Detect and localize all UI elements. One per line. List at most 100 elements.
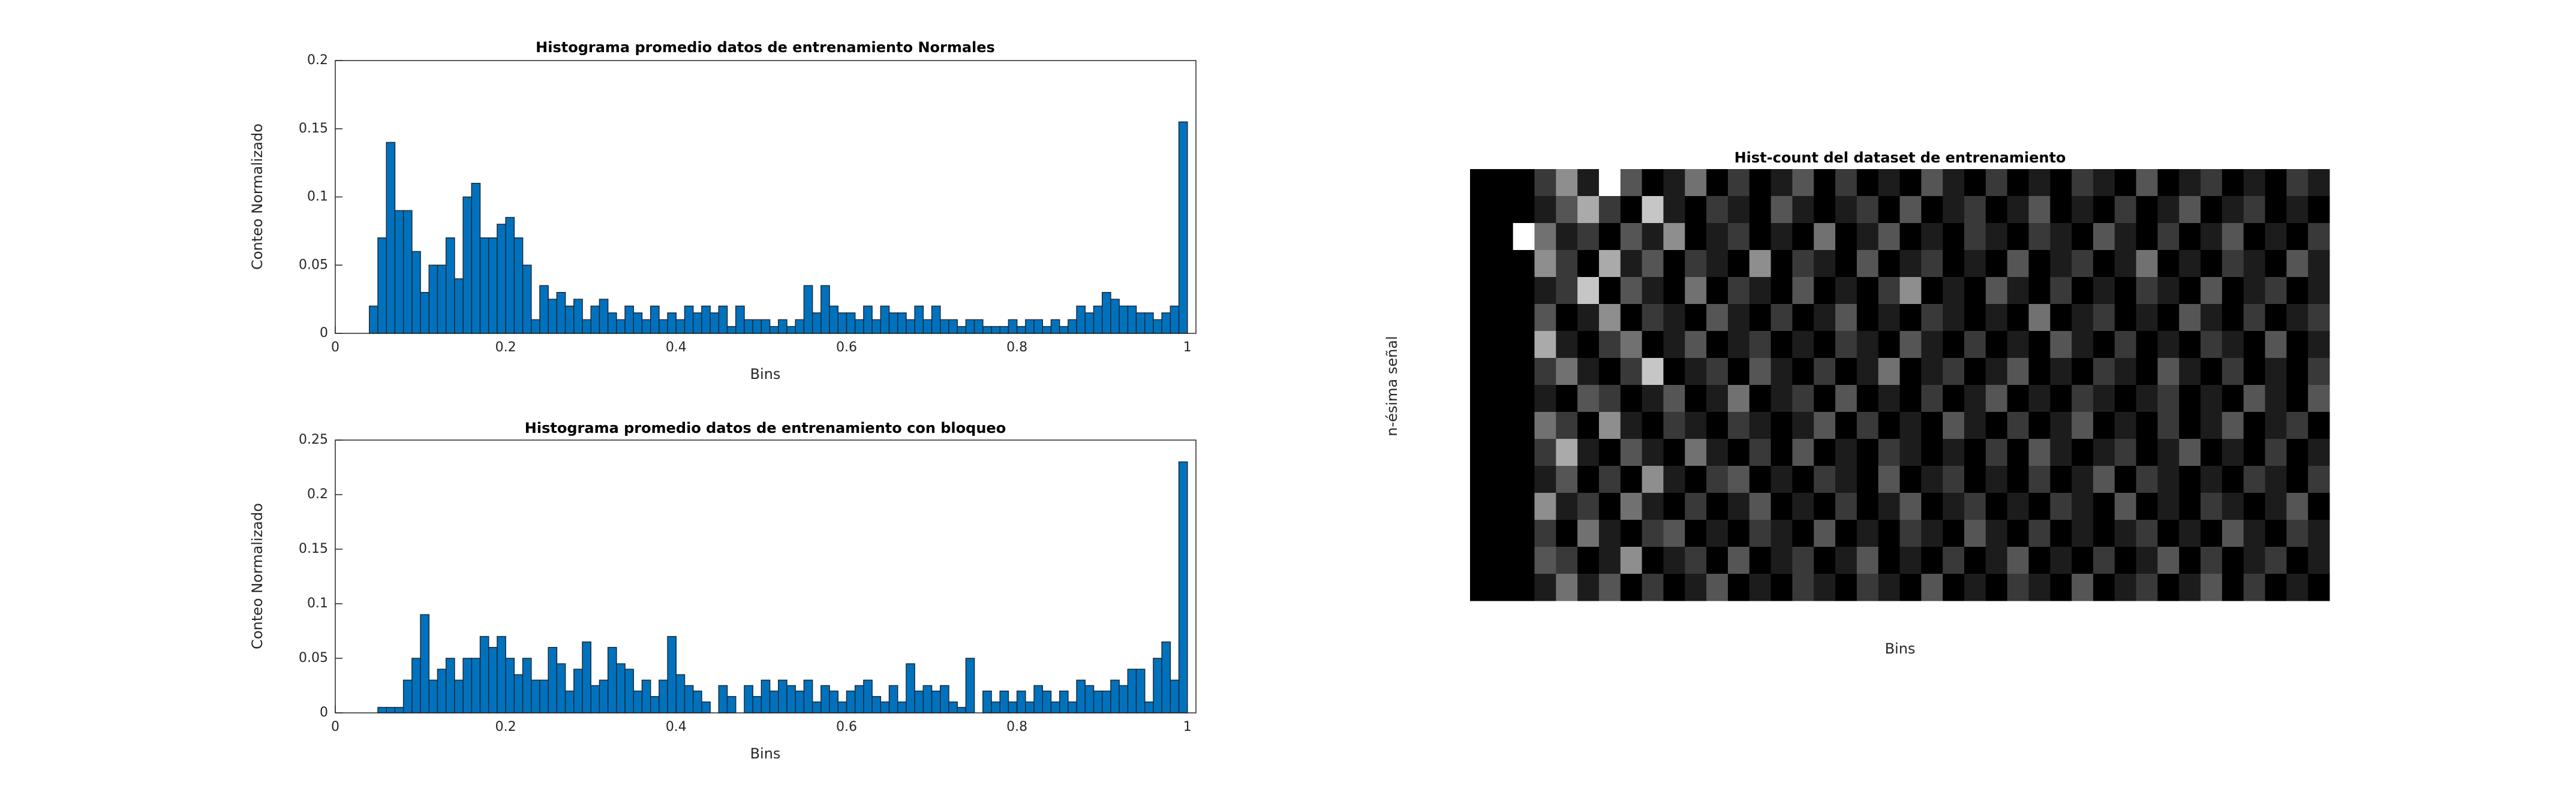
heatmap-cell [2050, 196, 2072, 224]
bar [965, 319, 975, 334]
heatmap-cell [1685, 439, 1707, 466]
heatmap-cell [1727, 412, 1750, 439]
heatmap-cell [1534, 439, 1556, 466]
heatmap-cell [1534, 493, 1556, 520]
bar [922, 685, 933, 713]
heatmap-cell [1706, 169, 1729, 197]
heatmap-cell [2308, 169, 2330, 197]
bar [1016, 690, 1026, 713]
heatmap-cell [1771, 520, 1793, 547]
bar [1093, 690, 1103, 713]
bar [803, 679, 813, 713]
heatmap-cell [1964, 574, 1986, 601]
heatmap-cell [1556, 466, 1578, 493]
bar [522, 658, 532, 713]
heatmap-cell [1706, 385, 1729, 412]
bar [1008, 701, 1018, 713]
bar [1050, 701, 1060, 713]
heatmap-cell [1835, 520, 1857, 547]
heatmap-cell [2243, 385, 2266, 412]
heatmap-cell [2308, 574, 2330, 601]
heatmap-cell [2028, 196, 2051, 224]
bar [616, 663, 626, 713]
heatmap-cell [2201, 358, 2223, 386]
bar [462, 196, 473, 334]
heatmap-cell [1899, 574, 1922, 601]
heatmap-cell [2222, 358, 2244, 386]
heatmap-cell [2201, 412, 2223, 439]
heatmap-cell [1642, 547, 1664, 574]
heatmap-cell [2072, 223, 2094, 251]
heatmap-cell [1663, 331, 1685, 359]
bar [940, 685, 949, 713]
heatmap-cell [1814, 520, 1836, 547]
heatmap-cell [2050, 223, 2072, 251]
bar [548, 299, 558, 334]
bar [667, 312, 677, 334]
heatmap-cell [1642, 466, 1664, 493]
heatmap-cell [2308, 277, 2330, 305]
heatmap-cell [1727, 304, 1750, 332]
heatmap-cell [2136, 439, 2158, 466]
bar [454, 278, 464, 334]
heatmap-cell [1491, 466, 1514, 493]
heatmap-cell [1491, 547, 1514, 574]
heatmap-cell [2093, 520, 2115, 547]
heatmap-cell [1814, 412, 1836, 439]
heatmap-cell [2265, 358, 2287, 386]
bar [675, 319, 686, 334]
heatmap-cell [1470, 277, 1492, 305]
bar [973, 319, 984, 334]
heatmap-cell [1706, 277, 1729, 305]
bar [795, 319, 805, 334]
y-tick-label: 0 [320, 705, 328, 720]
heatmap-cell [1835, 277, 1857, 305]
heatmap-cell [1598, 520, 1621, 547]
y-tick-label: 0.15 [299, 121, 328, 136]
heatmap-cell [1727, 439, 1750, 466]
heatmap-cell [1513, 520, 1535, 547]
heatmap-cell [2308, 547, 2330, 574]
heatmap-cell [1856, 385, 1879, 412]
heatmap-cell [2222, 331, 2244, 359]
heatmap-cell [1556, 439, 1578, 466]
axes-box [335, 439, 1197, 713]
heatmap-cell [1792, 520, 1814, 547]
y-tick-label: 0.2 [307, 487, 328, 502]
heatmap-cell [1534, 466, 1556, 493]
heatmap-cell [1556, 547, 1578, 574]
heatmap-cell [1706, 358, 1729, 386]
bar [854, 685, 864, 713]
heatmap-cell [1814, 169, 1836, 197]
heatmap-cell [2157, 304, 2180, 332]
bar [522, 264, 532, 334]
bar [599, 679, 609, 713]
heatmap-cell [2072, 385, 2094, 412]
heatmap-cell [1771, 547, 1793, 574]
heatmap-cell [1878, 412, 1900, 439]
heatmap-cell [2114, 358, 2137, 386]
heatmap-cell [1835, 493, 1857, 520]
heatmap-cell [1921, 412, 1943, 439]
heatmap-cell [1727, 385, 1750, 412]
heatmap-cell [1835, 196, 1857, 224]
heatmap-cell [2286, 223, 2309, 251]
bar [726, 695, 737, 713]
x-tick-label: 1 [1183, 719, 1192, 734]
heatmap-cell [1814, 331, 1836, 359]
x-axis-label: Bins [1885, 640, 1916, 657]
heatmap-cell [2222, 412, 2244, 439]
heatmap-cell [2072, 493, 2094, 520]
heatmap-cell [1835, 223, 1857, 251]
heatmap-cell [2136, 250, 2158, 278]
heatmap-cell [1943, 223, 1965, 251]
heatmap-cell [2093, 574, 2115, 601]
heatmap-cell [2114, 439, 2137, 466]
heatmap-cell [2179, 331, 2201, 359]
heatmap-cell [1685, 331, 1707, 359]
x-tick-label: 0.2 [495, 340, 516, 355]
heatmap-cell [1878, 304, 1900, 332]
heatmap-cell [1534, 547, 1556, 574]
heatmap-cell [1878, 169, 1900, 197]
heatmap-cell [1921, 358, 1943, 386]
